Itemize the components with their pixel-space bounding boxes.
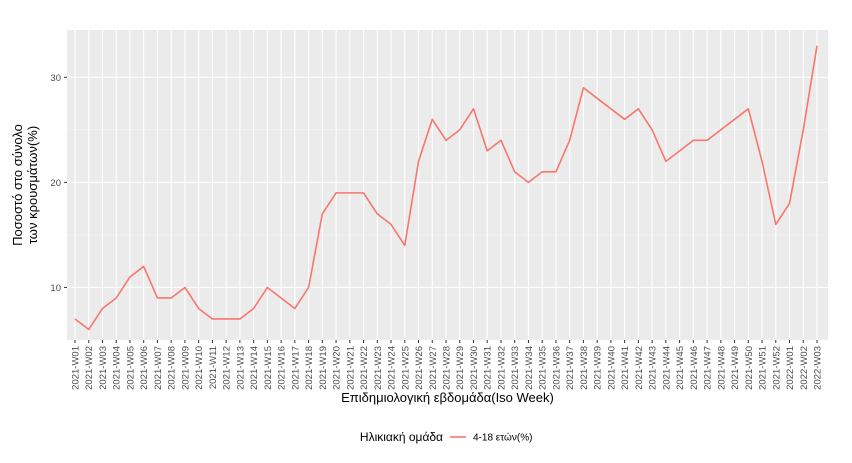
x-tick-label: 2021-W38	[579, 346, 590, 390]
x-tick-label: 2021-W09	[180, 346, 191, 390]
x-tick-label: 2021-W04	[112, 346, 123, 390]
x-tick-label: 2021-W26	[414, 346, 425, 390]
x-tick-label: 2021-W03	[98, 346, 109, 390]
x-tick-label: 2021-W23	[373, 346, 384, 390]
x-tick-label: 2022-W03	[813, 346, 824, 390]
x-tick-label: 2021-W40	[606, 346, 617, 390]
x-tick-label: 2021-W49	[730, 346, 741, 390]
y-axis-title: Ποσοστό στο σύνολοτων κρουσμάτων(%)	[10, 124, 40, 246]
y-tick-label: 20	[50, 178, 61, 189]
x-tick-label: 2021-W48	[716, 346, 727, 390]
x-tick-label: 2021-W46	[689, 346, 700, 390]
x-tick-label: 2021-W39	[593, 346, 604, 390]
x-tick-label: 2021-W35	[538, 346, 549, 390]
x-tick-label: 2021-W06	[139, 346, 150, 390]
x-tick-label: 2021-W17	[290, 346, 301, 390]
x-tick-label: 2021-W11	[208, 346, 219, 389]
x-tick-label: 2021-W24	[387, 346, 398, 390]
x-tick-label: 2021-W28	[442, 346, 453, 390]
x-tick-label: 2021-W29	[455, 346, 466, 390]
x-tick-label: 2021-W15	[263, 346, 274, 390]
x-tick-label: 2022-W01	[785, 346, 796, 390]
x-tick-label: 2021-W43	[648, 346, 659, 390]
x-tick-label: 2021-W37	[565, 346, 576, 390]
legend-label: 4-18 ετών(%)	[473, 432, 532, 444]
x-tick-label: 2021-W22	[359, 346, 370, 390]
x-tick-label: 2021-W27	[428, 346, 439, 390]
x-tick-label: 2021-W16	[277, 346, 288, 390]
x-tick-label: 2021-W51	[758, 346, 769, 390]
x-tick-label: 2021-W32	[496, 346, 507, 390]
x-tick-label: 2021-W05	[125, 346, 136, 390]
x-tick-label: 2021-W14	[249, 346, 260, 390]
x-tick-label: 2021-W30	[469, 346, 480, 390]
x-tick-label: 2021-W18	[304, 346, 315, 390]
x-tick-label: 2021-W07	[153, 346, 164, 390]
x-tick-label: 2021-W20	[332, 346, 343, 390]
x-tick-label: 2021-W31	[483, 346, 494, 390]
x-tick-label: 2022-W02	[799, 346, 810, 390]
series-line	[74, 45, 818, 331]
x-tick-label: 2021-W44	[661, 346, 672, 390]
x-tick-label: 2021-W25	[400, 346, 411, 390]
x-tick-label: 2021-W12	[222, 346, 233, 390]
legend: Ηλικιακή ομάδα 4-18 ετών(%)	[360, 430, 533, 444]
y-tick-label: 10	[50, 283, 61, 294]
x-tick-label: 2021-W33	[510, 346, 521, 390]
x-tick-label: 2021-W19	[318, 346, 329, 390]
x-tick-label: 2021-W34	[524, 346, 535, 390]
x-tick-label: 2021-W52	[771, 346, 782, 390]
x-tick-label: 2021-W13	[235, 346, 246, 390]
x-tick-label: 2021-W02	[84, 346, 95, 390]
x-tick-label: 2021-W50	[744, 346, 755, 390]
x-tick-label: 2021-W01	[71, 346, 82, 390]
x-tick-label: 2021-W36	[551, 346, 562, 390]
x-tick-label: 2021-W45	[675, 346, 686, 390]
x-tick-label: 2021-W10	[194, 346, 205, 390]
y-tick-label: 30	[50, 73, 61, 84]
x-tick-label: 2021-W21	[345, 346, 356, 390]
y-axis-title-line: των κρουσμάτων(%)	[25, 126, 40, 244]
x-tick-label: 2021-W08	[167, 346, 178, 390]
x-axis-title: Επιδημιολογική εβδομάδα(Iso Week)	[341, 390, 554, 405]
legend-title: Ηλικιακή ομάδα	[360, 430, 443, 444]
x-tick-label: 2021-W42	[634, 346, 645, 390]
x-tick-label: 2021-W47	[703, 346, 714, 390]
plot-panel	[67, 30, 828, 340]
x-tick-label: 2021-W41	[620, 346, 631, 390]
y-axis-title-line: Ποσοστό στο σύνολο	[10, 124, 25, 246]
